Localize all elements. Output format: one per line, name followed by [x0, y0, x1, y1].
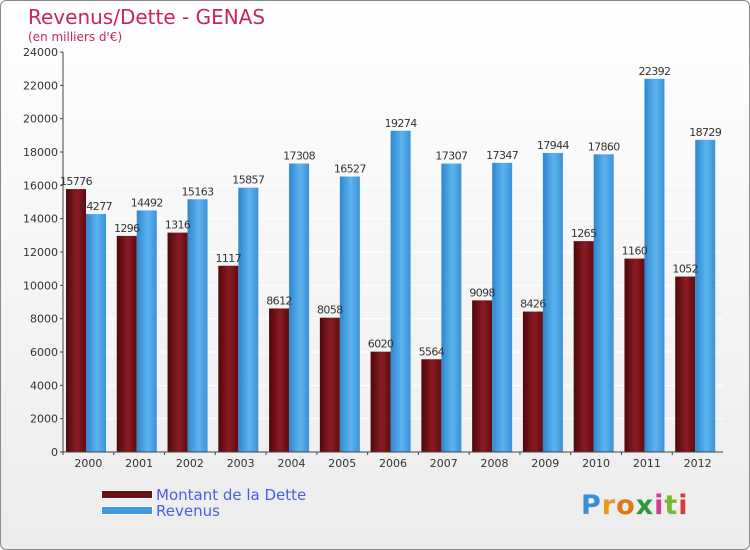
x-tick-label: 2006 — [379, 457, 407, 470]
revenus-data-label: 18729 — [689, 126, 722, 139]
debt-data-label: 8612 — [266, 294, 292, 307]
debt-bar — [624, 258, 645, 452]
revenus-data-label: 16527 — [334, 163, 367, 176]
y-tick-label: 22000 — [23, 79, 58, 92]
debt-bar — [269, 308, 290, 452]
debt-data-label: 1117 — [216, 252, 242, 265]
revenus-bar — [695, 139, 716, 452]
legend-swatch-revenus — [101, 506, 153, 515]
logo-letter: x — [635, 490, 655, 521]
revenus-data-label: 17307 — [435, 150, 468, 163]
logo-letter: P — [581, 490, 602, 521]
debt-data-label: 5564 — [419, 345, 445, 358]
legend-swatch-debt — [101, 490, 153, 499]
revenus-bar — [390, 130, 411, 452]
debt-bar — [116, 235, 137, 452]
y-tick-label: 4000 — [30, 379, 58, 392]
y-tick-label: 0 — [51, 446, 58, 459]
revenus-bar — [339, 176, 360, 453]
revenus-data-label: 17860 — [588, 140, 621, 153]
debt-bar — [573, 241, 594, 452]
debt-data-label: 9098 — [469, 286, 495, 299]
logo-letter: r — [601, 490, 617, 521]
x-tick-label: 2007 — [430, 457, 458, 470]
debt-bar — [421, 359, 442, 452]
revenus-data-label: 14277 — [80, 200, 113, 213]
debt-data-label: 15776 — [60, 175, 93, 188]
x-tick-label: 2000 — [74, 457, 102, 470]
revenus-data-label: 17347 — [486, 149, 519, 162]
x-tick-label: 2012 — [684, 457, 712, 470]
debt-bar — [66, 189, 86, 453]
x-tick-label: 2002 — [176, 457, 204, 470]
revenus-bar — [136, 210, 157, 452]
logo-letter: i — [678, 490, 689, 521]
revenus-bar — [289, 163, 310, 453]
debt-data-label: 8058 — [317, 304, 343, 317]
legend-label-debt: Montant de la Dette — [156, 486, 307, 504]
debt-bar — [472, 300, 493, 452]
revenus-bar — [441, 163, 462, 453]
revenus-bar — [86, 214, 106, 452]
debt-bar — [370, 351, 391, 452]
y-tick-label: 6000 — [30, 346, 58, 359]
chart-title: Revenus/Dette - GENAS — [28, 5, 266, 29]
y-tick-label: 24000 — [23, 46, 58, 59]
y-tick-label: 8000 — [30, 313, 58, 326]
debt-data-label: 6020 — [368, 338, 394, 351]
revenus-bar — [644, 78, 665, 453]
debt-data-label: 1160 — [622, 245, 648, 258]
y-tick-label: 20000 — [23, 113, 58, 126]
x-tick-label: 2004 — [277, 457, 305, 470]
logo-letter: i — [654, 490, 665, 521]
revenus-data-label: 14492 — [131, 196, 163, 209]
x-tick-label: 2001 — [125, 457, 153, 470]
revenus-bar — [492, 162, 513, 452]
y-tick-label: 12000 — [23, 246, 58, 259]
revenus-bar — [187, 199, 208, 452]
revenus-data-label: 17308 — [283, 150, 316, 163]
debt-bar — [319, 317, 340, 452]
x-tick-label: 2003 — [227, 457, 255, 470]
proxiti-logo: Proxiti — [581, 490, 689, 521]
debt-data-label: 1052 — [672, 263, 698, 276]
debt-data-label: 1265 — [571, 227, 597, 240]
debt-bar — [522, 311, 543, 452]
revenus-data-label: 17944 — [537, 139, 570, 152]
x-tick-label: 2011 — [633, 457, 661, 470]
x-tick-label: 2009 — [531, 457, 559, 470]
debt-bar — [675, 276, 696, 452]
x-tick-label: 2008 — [481, 457, 509, 470]
y-tick-label: 18000 — [23, 146, 58, 159]
x-tick-label: 2005 — [328, 457, 356, 470]
y-tick-label: 10000 — [23, 279, 58, 292]
debt-bar — [218, 265, 239, 452]
y-tick-label: 14000 — [23, 213, 58, 226]
revenus-bar — [542, 152, 563, 452]
logo-letter: o — [616, 490, 636, 521]
logo-letter: t — [664, 490, 679, 521]
revenus-data-label: 15163 — [182, 185, 215, 198]
revenus-data-label: 19274 — [385, 117, 418, 130]
revenus-data-label: 22392 — [638, 65, 670, 78]
legend-label-revenus: Revenus — [156, 502, 220, 520]
revenus-bar — [593, 154, 614, 453]
chart-subtitle: (en milliers d'€) — [28, 30, 123, 44]
debt-data-label: 1296 — [114, 222, 140, 235]
revenus-data-label: 15857 — [232, 174, 265, 187]
debt-data-label: 1316 — [165, 219, 191, 232]
y-tick-label: 2000 — [30, 413, 58, 426]
debt-data-label: 8426 — [520, 298, 546, 311]
y-tick-label: 16000 — [23, 179, 58, 192]
x-tick-label: 2010 — [582, 457, 610, 470]
debt-bar — [167, 232, 188, 452]
revenus-bar — [238, 187, 259, 452]
